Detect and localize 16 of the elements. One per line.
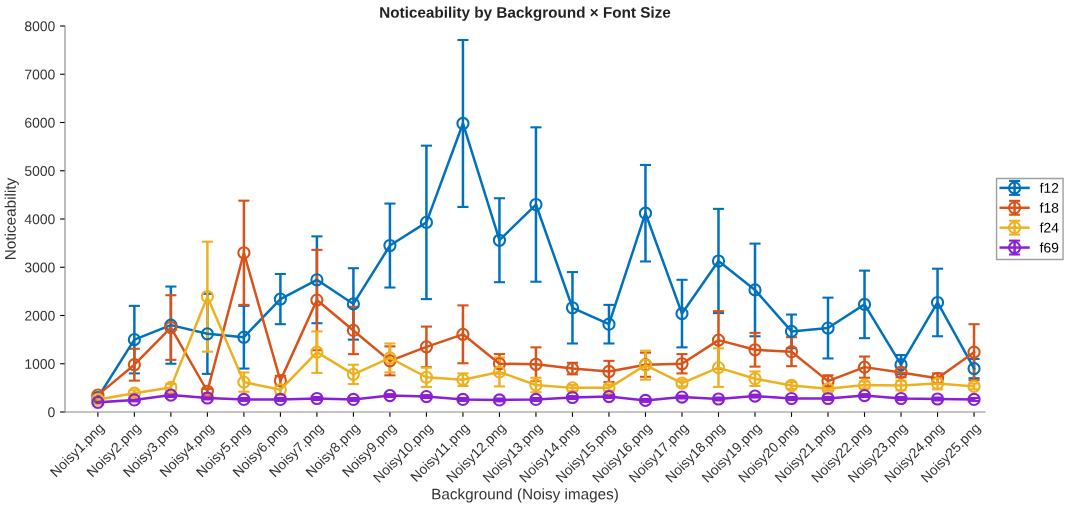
- legend-label: f69: [1039, 242, 1059, 253]
- legend-label: f12: [1039, 182, 1059, 193]
- y-tick-label: 3000: [24, 262, 55, 273]
- legend-label: f18: [1039, 202, 1059, 213]
- y-tick-label: 4000: [24, 214, 55, 225]
- y-tick-label: 7000: [25, 69, 55, 80]
- y-tick-label: 8000: [24, 21, 55, 32]
- x-axis-title: Background (Noisy images): [432, 488, 618, 503]
- y-axis-title: Noticeability: [4, 177, 19, 259]
- legend-label: f24: [1039, 222, 1059, 233]
- y-tick-label: 5000: [24, 166, 55, 176]
- y-tick-label: 0: [48, 407, 55, 418]
- y-tick-label: 6000: [25, 117, 55, 128]
- chart-title: Noticeability by Background × Font Size: [380, 6, 671, 21]
- y-tick-label: 1000: [25, 359, 55, 369]
- y-tick-label: 2000: [25, 310, 55, 321]
